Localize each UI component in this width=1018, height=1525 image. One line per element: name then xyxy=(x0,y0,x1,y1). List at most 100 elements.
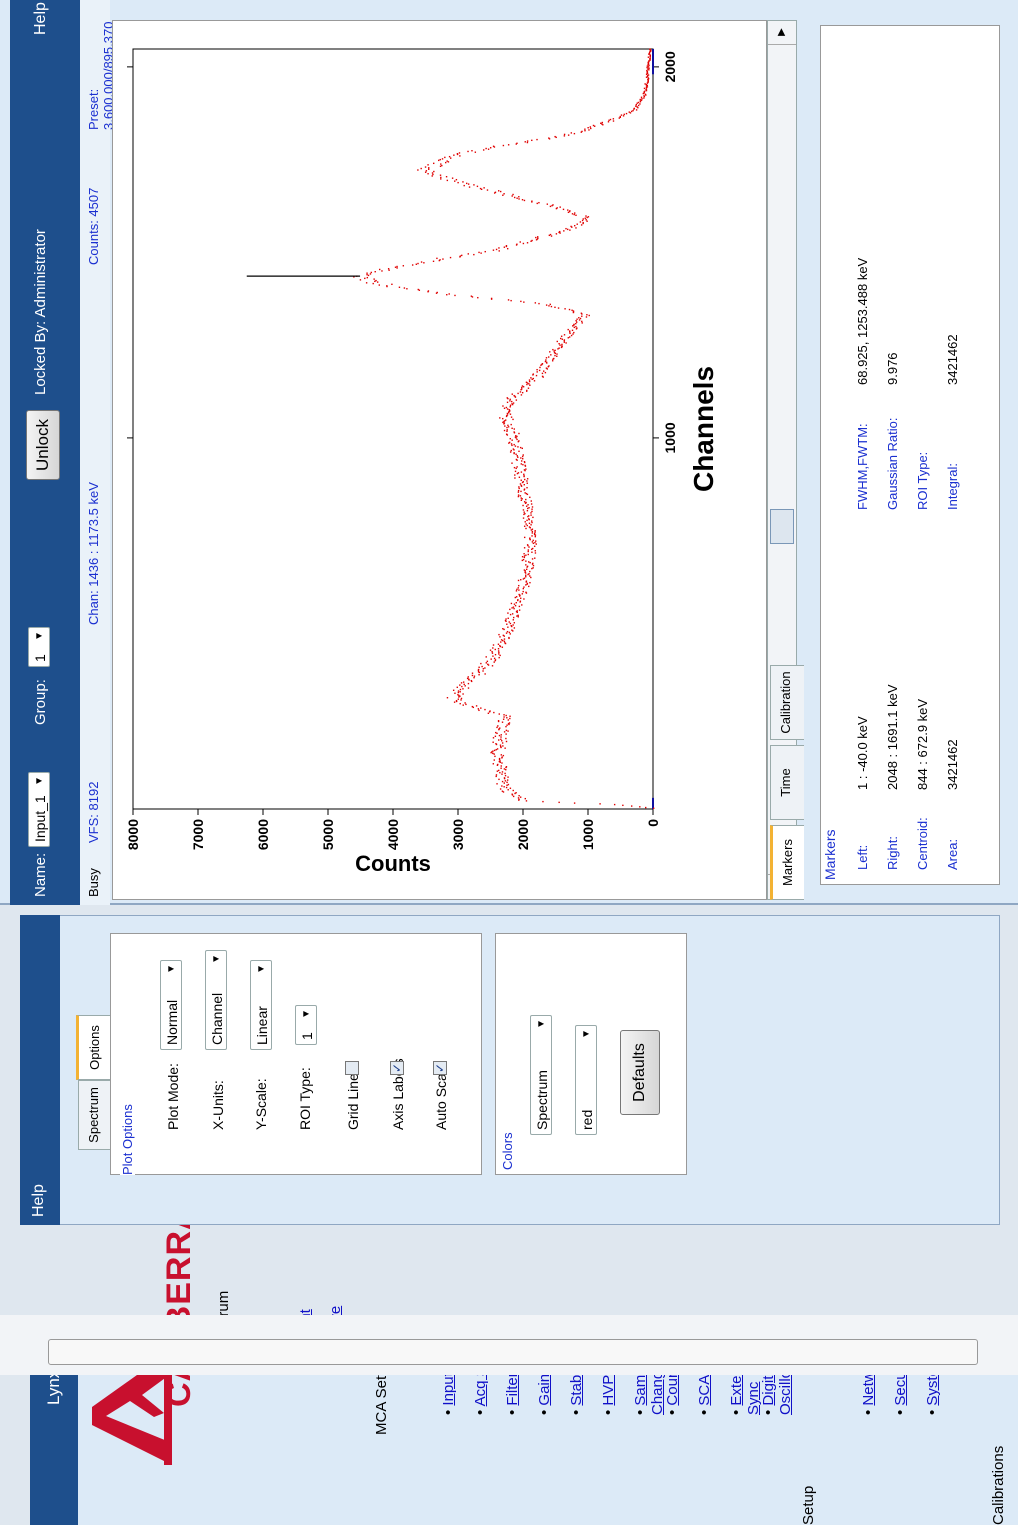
spectrum-point xyxy=(525,564,527,566)
spectrum-point xyxy=(525,381,528,383)
spectrum-point xyxy=(534,302,537,304)
tab-spectrum[interactable]: Spectrum xyxy=(78,1080,110,1150)
spectrum-point xyxy=(523,547,526,549)
defaults-button[interactable]: Defaults xyxy=(620,1030,660,1115)
name-select[interactable]: Input_1 ▼ xyxy=(28,772,50,847)
spectrum-point xyxy=(526,582,529,585)
auto-scale-checkbox[interactable]: ✓ xyxy=(433,1061,447,1075)
x-units-select[interactable]: Channel ▼ xyxy=(205,950,227,1050)
spectrum-point xyxy=(584,128,586,130)
spectrum-point xyxy=(504,747,506,749)
options-help-link[interactable]: Help xyxy=(30,1184,47,1217)
plot-options-legend: Plot Options xyxy=(120,1104,135,1175)
spectrum-point xyxy=(561,345,563,347)
spectrum-point xyxy=(563,133,566,136)
spectrum-point xyxy=(553,357,555,360)
spectrum-point xyxy=(518,487,520,490)
status-text: Busy xyxy=(86,868,101,897)
spectrum-point xyxy=(461,685,463,688)
spectrum-point xyxy=(565,227,567,230)
spectrum-point xyxy=(521,447,523,450)
grid-lines-checkbox[interactable] xyxy=(345,1061,359,1075)
y-tick-label: 6000 xyxy=(255,819,271,850)
spectrum-point xyxy=(448,155,451,158)
spectrum-point xyxy=(525,560,527,562)
spectrum-point xyxy=(503,246,506,248)
marker-right-label: Right: xyxy=(885,836,900,870)
scroll-right-arrow[interactable]: ▶ xyxy=(768,20,796,45)
spectrum-point xyxy=(561,343,563,346)
spectrum-point xyxy=(523,469,526,471)
axis-labels-checkbox[interactable]: ✓ xyxy=(390,1061,404,1075)
tab-calibration[interactable]: Calibration xyxy=(770,665,804,740)
spectrum-point xyxy=(509,613,512,616)
y-axis-label: Counts xyxy=(355,851,431,876)
plot-mode-select[interactable]: Normal ▼ xyxy=(160,960,182,1050)
spectrum-point xyxy=(509,622,512,625)
spectrum-point xyxy=(499,760,501,762)
group-value: 1 xyxy=(32,654,48,662)
spectrum-point xyxy=(548,365,550,367)
plot-mode-label: Plot Mode: xyxy=(165,1063,181,1130)
group-label: Group: xyxy=(32,679,49,725)
spectrum-point xyxy=(532,564,535,567)
tab-markers-label[interactable]: Markers xyxy=(770,825,804,900)
spectrum-point xyxy=(643,97,645,99)
scroll-thumb[interactable] xyxy=(770,509,794,544)
spectrum-point xyxy=(589,126,592,128)
spectrum-point xyxy=(450,157,452,159)
spectrum-point xyxy=(492,655,494,657)
tab-time[interactable]: Time xyxy=(770,745,804,820)
roi-type-select[interactable]: 1 ▼ xyxy=(295,1005,317,1045)
spectrum-point xyxy=(505,618,507,620)
spectrum-point xyxy=(447,161,450,163)
spectrum-point xyxy=(501,639,504,642)
spectrum-point xyxy=(500,641,502,643)
spectrum-point xyxy=(531,506,534,508)
spectrum-point xyxy=(491,650,493,653)
color-element-select[interactable]: Spectrum ▼ xyxy=(530,1015,552,1135)
spectrum-point xyxy=(517,456,519,458)
y-scale-select[interactable]: Linear ▼ xyxy=(250,960,272,1050)
spectrum-point xyxy=(485,656,487,658)
spectrum-point xyxy=(645,806,647,809)
spectrum-point xyxy=(530,512,532,514)
splitter-thumb[interactable] xyxy=(48,1339,978,1365)
spectrum-point xyxy=(473,675,476,677)
spectrum-point xyxy=(477,296,479,299)
spectrum-point xyxy=(478,251,480,254)
color-element-value: Spectrum xyxy=(534,1070,550,1130)
spectrum-point xyxy=(525,580,528,582)
spectrum-point xyxy=(460,697,463,700)
spectrum-point xyxy=(440,178,442,180)
help-link[interactable]: Help xyxy=(32,2,49,35)
spectrum-point xyxy=(531,567,533,570)
spectrum-point xyxy=(531,510,533,513)
integral-label: Integral: xyxy=(945,463,960,510)
spectrum-point xyxy=(515,453,517,455)
spectrum-point xyxy=(511,195,513,197)
color-value-select[interactable]: red ▼ xyxy=(575,1025,597,1135)
plot-mode-value: Normal xyxy=(164,999,180,1045)
spectrum-point xyxy=(501,790,504,792)
spectrum-point xyxy=(523,598,525,600)
spectrum-point xyxy=(528,573,530,575)
spectrum-point xyxy=(574,212,576,214)
group-select[interactable]: 1 ▼ xyxy=(28,627,50,667)
spectrum-point xyxy=(444,156,446,159)
spectrum-point xyxy=(480,707,482,709)
spectrum-point xyxy=(445,175,448,178)
spectrum-point xyxy=(545,361,548,363)
spectrum-point xyxy=(436,257,438,260)
unlock-button[interactable]: Unlock xyxy=(26,410,60,480)
spectrum-point xyxy=(367,274,370,277)
spectrum-point xyxy=(375,279,377,282)
canberra-logo xyxy=(92,1325,222,1465)
spectrum-point xyxy=(567,228,569,231)
spectrum-point xyxy=(504,774,507,777)
spectrum-point xyxy=(509,413,512,415)
spectrum-point xyxy=(649,54,651,56)
spectrum-point xyxy=(432,173,434,176)
spectrum-point xyxy=(509,608,511,611)
tab-options[interactable]: Options xyxy=(76,1015,110,1080)
